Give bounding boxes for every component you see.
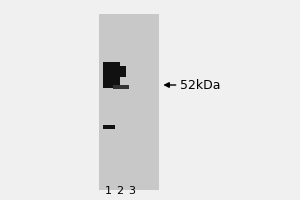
- Bar: [103, 125, 115, 129]
- Text: 1: 1: [104, 186, 112, 196]
- Bar: [118, 66, 126, 77]
- Text: 2: 2: [116, 186, 124, 196]
- Bar: [99, 14, 159, 190]
- Bar: [103, 62, 120, 88]
- Text: 52kDa: 52kDa: [180, 79, 220, 92]
- Text: 3: 3: [128, 186, 136, 196]
- Bar: [112, 85, 129, 89]
